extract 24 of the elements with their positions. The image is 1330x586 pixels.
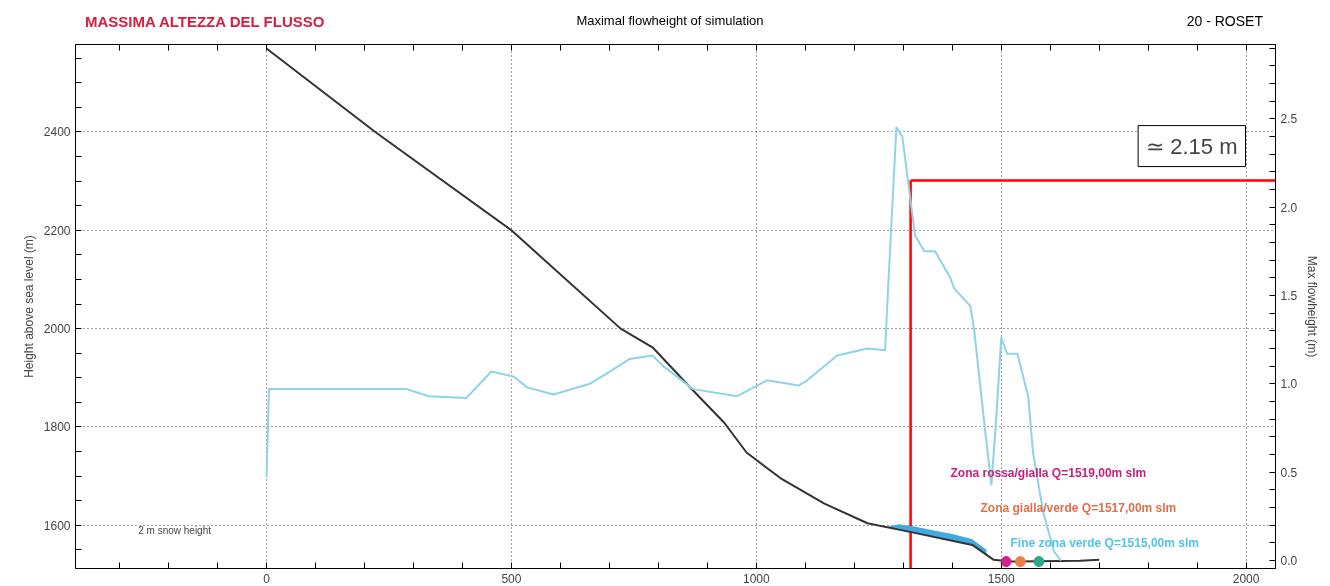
ref-line-label: ≃ 2.15 m: [1146, 133, 1238, 159]
y-axis-title: Height above sea level (m): [21, 235, 36, 378]
y-tick-label: 2000: [43, 322, 71, 337]
y2-tick-label: 2.5: [1280, 112, 1298, 127]
x-tick-label: 2000: [1232, 571, 1260, 586]
y2-tick-label: 0.0: [1280, 554, 1298, 569]
x-tick-label: 500: [501, 571, 522, 586]
y2-axis-title: Max flowheight (m): [1305, 255, 1320, 358]
y-tick-label: 1600: [43, 518, 71, 533]
annotation: 2 m snow height: [138, 524, 212, 536]
x-tick-label: 1500: [987, 571, 1015, 586]
y-tick-label: 2200: [43, 223, 71, 238]
y2-tick-label: 1.5: [1280, 288, 1298, 303]
x-tick-label: 0: [263, 571, 271, 586]
x-tick-label: 1000: [742, 571, 770, 586]
y2-tick-label: 0.5: [1280, 465, 1298, 480]
chart-title: MASSIMA ALTEZZA DEL FLUSSO: [85, 12, 325, 32]
text: 20 - ROSET: [1186, 12, 1263, 31]
y-tick-label: 2400: [43, 125, 71, 140]
y2-tick-label: 1.0: [1280, 377, 1298, 392]
annotation: Zona rossa/gialla Q=1519,00m slm: [950, 465, 1147, 480]
chart-subtitle: Maximal flowheight of simulation: [576, 13, 764, 28]
y-tick-label: 1800: [43, 420, 71, 435]
y2-tick-label: 2.0: [1280, 200, 1298, 215]
